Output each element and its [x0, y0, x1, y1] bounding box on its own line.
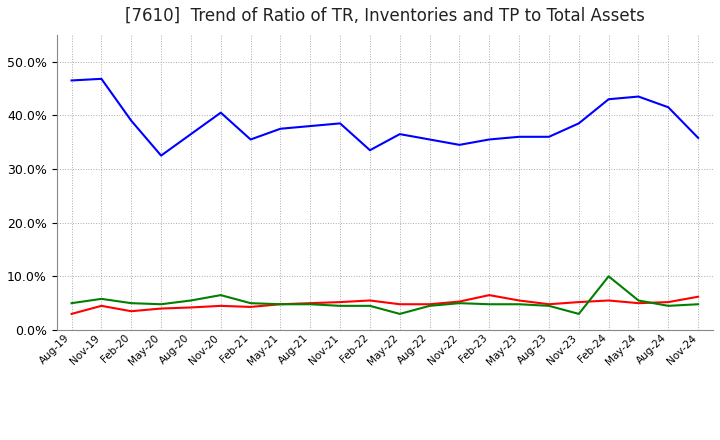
- Inventories: [157, 153, 166, 158]
- Trade Receivables: [694, 294, 703, 299]
- Trade Payables: [217, 293, 225, 298]
- Inventories: [395, 132, 404, 137]
- Inventories: [515, 134, 523, 139]
- Inventories: [664, 105, 672, 110]
- Trade Receivables: [395, 301, 404, 307]
- Trade Payables: [455, 301, 464, 306]
- Trade Receivables: [515, 298, 523, 303]
- Trade Payables: [544, 303, 553, 308]
- Trade Payables: [276, 301, 284, 307]
- Trade Payables: [426, 303, 434, 308]
- Inventories: [67, 78, 76, 83]
- Line: Trade Receivables: Trade Receivables: [71, 295, 698, 314]
- Trade Receivables: [544, 301, 553, 307]
- Inventories: [246, 137, 255, 142]
- Inventories: [186, 132, 195, 137]
- Trade Payables: [634, 298, 643, 303]
- Trade Payables: [694, 301, 703, 307]
- Trade Receivables: [157, 306, 166, 311]
- Trade Receivables: [186, 305, 195, 310]
- Trade Receivables: [485, 293, 494, 298]
- Inventories: [306, 124, 315, 129]
- Inventories: [604, 97, 613, 102]
- Trade Receivables: [455, 299, 464, 304]
- Trade Receivables: [217, 303, 225, 308]
- Trade Receivables: [97, 303, 106, 308]
- Trade Receivables: [276, 301, 284, 307]
- Trade Receivables: [246, 304, 255, 310]
- Trade Receivables: [575, 300, 583, 305]
- Title: [7610]  Trend of Ratio of TR, Inventories and TP to Total Assets: [7610] Trend of Ratio of TR, Inventories…: [125, 7, 645, 25]
- Trade Payables: [306, 301, 315, 307]
- Trade Payables: [366, 303, 374, 308]
- Inventories: [127, 118, 135, 123]
- Trade Receivables: [67, 311, 76, 316]
- Inventories: [634, 94, 643, 99]
- Trade Payables: [604, 274, 613, 279]
- Trade Payables: [186, 298, 195, 303]
- Inventories: [455, 142, 464, 147]
- Trade Payables: [664, 303, 672, 308]
- Trade Payables: [157, 301, 166, 307]
- Line: Inventories: Inventories: [71, 79, 698, 156]
- Trade Receivables: [336, 300, 344, 305]
- Trade Payables: [395, 311, 404, 316]
- Trade Payables: [97, 296, 106, 301]
- Trade Payables: [127, 301, 135, 306]
- Trade Payables: [515, 301, 523, 307]
- Inventories: [97, 76, 106, 81]
- Inventories: [366, 147, 374, 153]
- Line: Trade Payables: Trade Payables: [71, 276, 698, 314]
- Inventories: [426, 137, 434, 142]
- Inventories: [276, 126, 284, 132]
- Trade Payables: [575, 311, 583, 316]
- Trade Receivables: [127, 308, 135, 314]
- Inventories: [694, 135, 703, 140]
- Inventories: [544, 134, 553, 139]
- Trade Receivables: [634, 301, 643, 306]
- Inventories: [575, 121, 583, 126]
- Trade Payables: [485, 301, 494, 307]
- Inventories: [485, 137, 494, 142]
- Trade Payables: [336, 303, 344, 308]
- Inventories: [336, 121, 344, 126]
- Trade Receivables: [664, 300, 672, 305]
- Trade Payables: [67, 301, 76, 306]
- Inventories: [217, 110, 225, 115]
- Trade Payables: [246, 301, 255, 306]
- Trade Receivables: [366, 298, 374, 303]
- Trade Receivables: [604, 298, 613, 303]
- Trade Receivables: [306, 301, 315, 306]
- Trade Receivables: [426, 301, 434, 307]
